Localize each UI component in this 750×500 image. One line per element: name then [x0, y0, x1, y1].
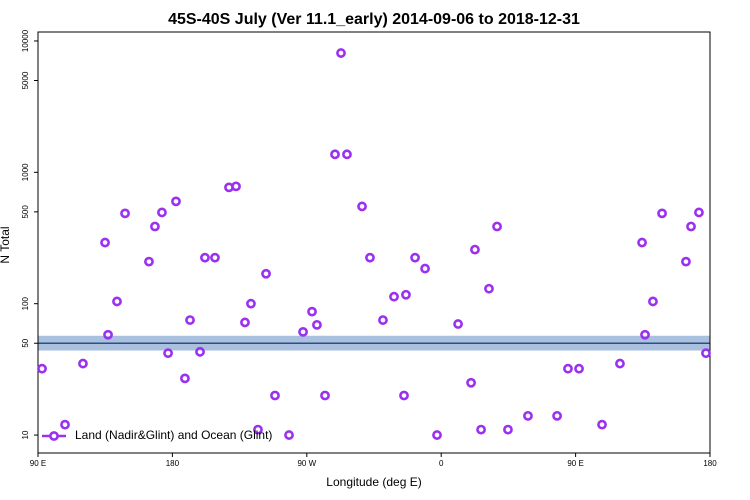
y-tick-label: 100: [21, 296, 30, 310]
point: [597, 419, 607, 430]
y-tick-label: 500: [21, 205, 30, 219]
point: [389, 291, 399, 302]
x-tick-label: 0: [439, 459, 444, 468]
point: [453, 319, 463, 329]
point: [246, 298, 256, 309]
point: [420, 263, 430, 274]
chart-title: 45S-40S July (Ver 11.1_early) 2014-09-06…: [168, 11, 580, 28]
point: [261, 268, 271, 279]
point: [180, 373, 190, 384]
point: [694, 207, 704, 218]
point: [637, 237, 647, 248]
point: [307, 306, 317, 317]
point: [312, 319, 322, 330]
point: [231, 181, 241, 192]
point: [378, 315, 388, 325]
point: [330, 149, 340, 160]
point: [240, 317, 250, 328]
point: [270, 390, 280, 401]
point: [195, 346, 205, 357]
point: [681, 256, 691, 267]
point: [144, 256, 154, 267]
point: [552, 410, 562, 421]
x-axis-label: Longitude (deg E): [326, 475, 421, 489]
y-tick-label: 1000: [21, 163, 30, 181]
point: [503, 424, 513, 435]
point: [78, 358, 88, 369]
x-tick-label: 90 W: [297, 459, 316, 468]
point: [476, 424, 486, 435]
y-tick-label: 10: [21, 430, 30, 439]
point: [410, 252, 420, 263]
point: [563, 363, 573, 374]
point: [466, 377, 476, 388]
point: [365, 252, 375, 263]
point: [298, 326, 308, 337]
legend-label: Land (Nadir&Glint) and Ocean (Glint): [75, 428, 272, 442]
y-tick-label: 10000: [21, 29, 30, 52]
point: [157, 207, 167, 218]
point: [171, 196, 181, 207]
point: [336, 48, 346, 58]
point: [640, 329, 650, 340]
point: [320, 390, 330, 401]
point: [615, 358, 625, 369]
point: [399, 390, 409, 401]
point: [112, 296, 122, 307]
point: [253, 424, 263, 435]
point: [150, 221, 160, 232]
y-tick-label: 5000: [21, 71, 30, 89]
point: [210, 252, 220, 263]
point: [470, 244, 480, 255]
point: [484, 283, 494, 294]
point: [163, 348, 173, 359]
x-tick-label: 90 E: [30, 459, 46, 468]
point: [100, 237, 110, 248]
point: [701, 348, 711, 359]
point: [357, 201, 367, 212]
point: [342, 149, 352, 160]
x-tick-label: 180: [166, 459, 180, 468]
point: [492, 221, 502, 232]
point: [686, 221, 696, 232]
point: [60, 419, 70, 430]
y-axis-label: N Total: [0, 226, 12, 263]
point: [185, 315, 195, 325]
plot-frame: [37, 31, 711, 454]
point: [37, 363, 47, 374]
x-tick-label: 180: [703, 459, 717, 468]
point: [523, 410, 533, 421]
y-tick-label: 50: [21, 338, 30, 347]
point: [648, 296, 658, 307]
point: [657, 208, 667, 219]
x-tick-label: 90 E: [567, 459, 583, 468]
point: [574, 363, 584, 374]
point: [401, 289, 411, 300]
point: [120, 208, 130, 219]
legend-marker: [49, 431, 59, 441]
point: [200, 252, 210, 263]
point: [284, 430, 294, 440]
point: [432, 430, 442, 440]
point: [103, 329, 113, 340]
